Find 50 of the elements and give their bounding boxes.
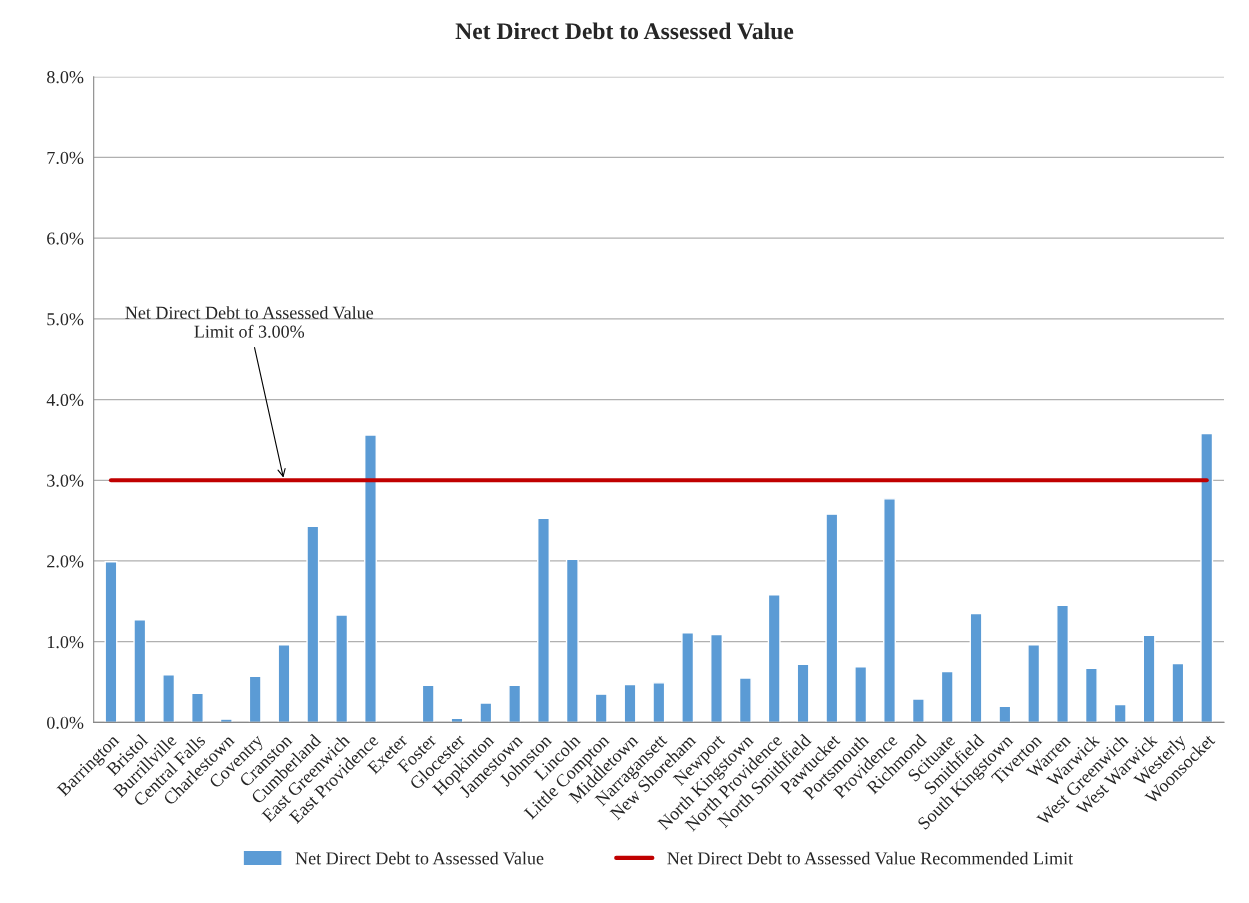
- legend-label: Net Direct Debt to Assessed Value: [295, 851, 544, 865]
- bar: [1200, 432, 1214, 723]
- bar: [364, 434, 377, 723]
- y-tick-label: 4.0%: [46, 393, 84, 407]
- bar: [1056, 604, 1070, 723]
- bar: [998, 705, 1012, 723]
- chart-title: Net Direct Debt to Assessed Value: [455, 22, 794, 40]
- bar: [681, 632, 695, 723]
- bar: [277, 644, 291, 723]
- bar: [623, 683, 637, 723]
- bar: [479, 702, 493, 723]
- y-tick-label: 3.0%: [47, 474, 84, 487]
- y-tick-label: 1.0%: [47, 635, 84, 649]
- bar: [710, 633, 723, 723]
- bar: [421, 684, 435, 723]
- bar: [1171, 662, 1185, 723]
- y-tick-label: 7.0%: [47, 151, 84, 164]
- bar: [104, 561, 118, 723]
- bar: [1027, 644, 1041, 723]
- bar: [969, 612, 983, 723]
- y-tick-label: 8.0%: [47, 71, 84, 84]
- bar: [940, 670, 954, 723]
- bar: [594, 693, 608, 723]
- bar: [133, 619, 147, 723]
- bar: [537, 517, 550, 723]
- bar: [767, 594, 781, 723]
- bar: [738, 677, 752, 723]
- legend-label: Net Direct Debt to Assessed Value Recommended Limit: [667, 851, 1074, 865]
- annotation: Net Direct Debt to Assessed Value Limit of 3.00%: [125, 306, 374, 338]
- bar: [1113, 703, 1127, 723]
- y-tick-label: 2.0%: [47, 555, 84, 568]
- bar: [883, 498, 896, 723]
- y-tick-label: 0.0%: [47, 716, 84, 729]
- bar: [652, 682, 666, 723]
- bar: [854, 666, 868, 723]
- bar: [565, 558, 579, 723]
- bar: [911, 698, 925, 723]
- bar: [508, 684, 522, 723]
- bar: [1084, 667, 1098, 723]
- bar: [1142, 634, 1156, 723]
- bar: [825, 513, 839, 723]
- y-tick-label: 5.0%: [47, 313, 84, 326]
- bar: [219, 718, 233, 723]
- bar: [162, 674, 176, 723]
- bar: [796, 663, 810, 723]
- bar: [335, 614, 349, 723]
- bar: [306, 525, 320, 723]
- bar: [191, 692, 204, 723]
- y-tick-label: 6.0%: [47, 232, 84, 245]
- bar: [248, 675, 262, 723]
